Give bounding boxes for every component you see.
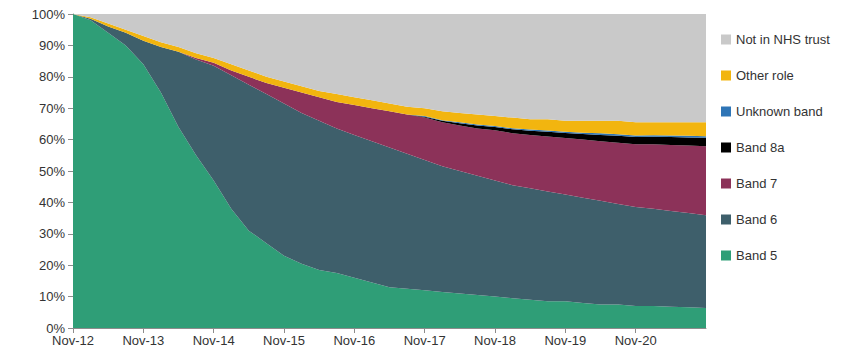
svg-text:20%: 20% [39, 258, 65, 273]
svg-text:Unknown band: Unknown band [736, 104, 823, 119]
svg-text:Nov-20: Nov-20 [615, 333, 657, 348]
svg-text:Nov-12: Nov-12 [52, 333, 94, 348]
svg-text:Other role: Other role [736, 68, 794, 83]
svg-text:0%: 0% [46, 320, 65, 336]
svg-text:Nov-13: Nov-13 [122, 333, 164, 348]
svg-text:Band 6: Band 6 [736, 212, 777, 227]
svg-text:Band 5: Band 5 [736, 248, 777, 263]
svg-text:Nov-14: Nov-14 [193, 333, 235, 348]
svg-text:100%: 100% [32, 7, 66, 22]
svg-text:10%: 10% [39, 289, 65, 304]
svg-text:Nov-19: Nov-19 [544, 333, 586, 348]
svg-text:Nov-17: Nov-17 [404, 333, 446, 348]
svg-text:70%: 70% [39, 101, 65, 116]
svg-text:50%: 50% [39, 164, 65, 179]
svg-text:Nov-16: Nov-16 [333, 333, 375, 348]
svg-text:Nov-15: Nov-15 [263, 333, 305, 348]
svg-text:Not in NHS trust: Not in NHS trust [736, 32, 830, 47]
svg-text:40%: 40% [39, 195, 65, 210]
svg-text:90%: 90% [39, 38, 65, 53]
svg-text:80%: 80% [39, 69, 65, 84]
svg-text:60%: 60% [39, 132, 65, 147]
svg-text:Band 8a: Band 8a [736, 140, 785, 155]
svg-text:Nov-18: Nov-18 [474, 333, 516, 348]
svg-text:Band 7: Band 7 [736, 176, 777, 191]
svg-text:30%: 30% [39, 226, 65, 241]
